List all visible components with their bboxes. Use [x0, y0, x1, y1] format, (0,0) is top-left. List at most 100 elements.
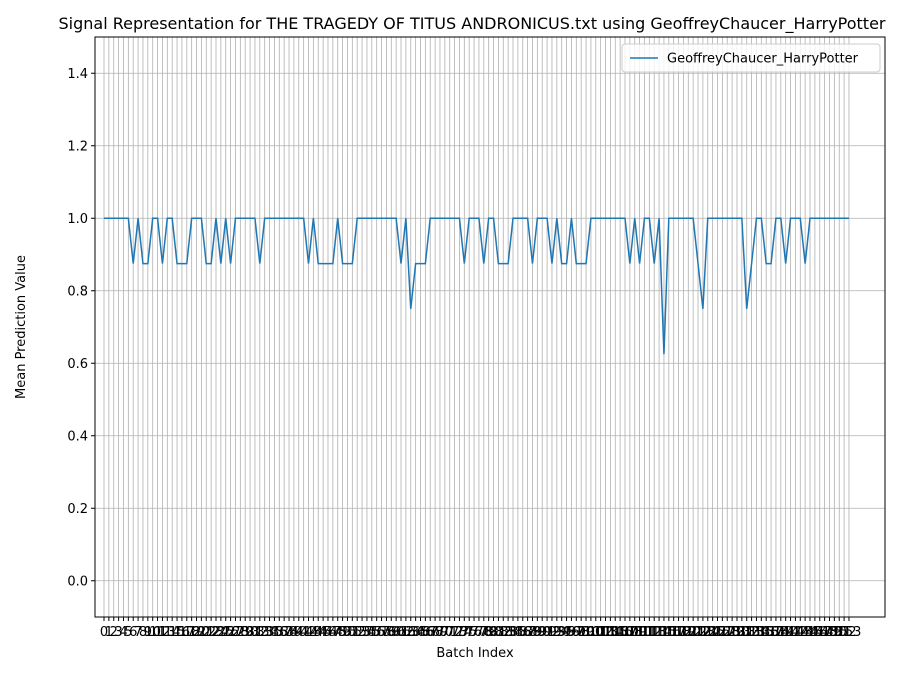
x-tick-label: 35	[266, 625, 283, 640]
plot-frame	[94, 36, 886, 618]
x-tick-label: 77	[471, 625, 488, 640]
x-tick-label: 121	[681, 625, 706, 640]
x-tick-label: 29	[237, 625, 254, 640]
x-tick-label: 141	[778, 625, 803, 640]
x-tick-label: 116	[656, 625, 681, 640]
x-tick-label: 7	[134, 625, 142, 640]
x-tick-label: 82	[495, 625, 512, 640]
x-tick-label: 105	[603, 625, 628, 640]
x-tick-label: 127	[710, 625, 735, 640]
y-tick-label: 1.4	[67, 67, 88, 82]
x-tick-label: 66	[417, 625, 434, 640]
x-tick-label: 123	[690, 625, 715, 640]
x-tick-label: 59	[383, 625, 400, 640]
x-tick-label: 108	[617, 625, 642, 640]
x-tick-label: 44	[310, 625, 327, 640]
x-tick-label: 45	[315, 625, 332, 640]
x-tick-label: 18	[183, 625, 200, 640]
x-tick-label: 70	[437, 625, 454, 640]
y-tick-label: 0.2	[67, 502, 88, 517]
x-tick-label: 20	[193, 625, 210, 640]
x-tick-label: 151	[827, 625, 852, 640]
x-tick-label: 30	[242, 625, 259, 640]
x-tick-label: 150	[822, 625, 847, 640]
x-tick-label: 90	[534, 625, 551, 640]
x-tick-label: 118	[666, 625, 691, 640]
x-tick-label: 69	[432, 625, 449, 640]
x-tick-label: 15	[169, 625, 186, 640]
x-tick-label: 103	[593, 625, 618, 640]
x-tick-label: 61	[393, 625, 410, 640]
x-tick-label: 111	[632, 625, 657, 640]
x-tick-label: 2	[110, 625, 118, 640]
x-tick-label: 51	[344, 625, 361, 640]
x-tick-label: 58	[378, 625, 395, 640]
x-tick-label: 125	[700, 625, 725, 640]
x-tick-label: 130	[725, 625, 750, 640]
x-tick-label: 96	[563, 625, 580, 640]
x-tick-label: 112	[637, 625, 662, 640]
x-tick-label: 16	[174, 625, 191, 640]
x-tick-label: 75	[461, 625, 478, 640]
y-tick-label: 0.8	[67, 284, 88, 299]
x-tick-label: 48	[329, 625, 346, 640]
x-tick-label: 83	[500, 625, 517, 640]
x-tick-label: 143	[788, 625, 813, 640]
x-tick-label: 119	[671, 625, 696, 640]
x-tick-label: 24	[213, 625, 230, 640]
x-tick-label: 93	[549, 625, 566, 640]
x-tick-label: 56	[368, 625, 385, 640]
x-tick-label: 60	[388, 625, 405, 640]
x-tick-label: 28	[232, 625, 249, 640]
x-tick-label: 37	[276, 625, 293, 640]
x-tick-label: 67	[422, 625, 439, 640]
x-tick-label: 9	[144, 625, 152, 640]
x-tick-label: 109	[622, 625, 647, 640]
x-tick-label: 147	[807, 625, 832, 640]
x-tick-label: 144	[793, 625, 818, 640]
x-axis-label: Batch Index	[436, 646, 514, 661]
x-tick-label: 136	[754, 625, 779, 640]
x-tick-label: 81	[490, 625, 507, 640]
x-tick-label: 122	[686, 625, 711, 640]
x-tick-label: 40	[290, 625, 307, 640]
x-tick-label: 92	[544, 625, 561, 640]
y-tick-label: 0.0	[67, 574, 88, 589]
x-tick-label: 62	[398, 625, 415, 640]
x-tick-label: 39	[286, 625, 303, 640]
x-tick-label: 91	[539, 625, 556, 640]
x-tick-label: 104	[598, 625, 623, 640]
x-tick-label: 106	[608, 625, 633, 640]
x-tick-label: 8	[139, 625, 147, 640]
x-tick-label: 80	[485, 625, 502, 640]
x-tick-label: 38	[281, 625, 298, 640]
x-tick-label: 72	[446, 625, 463, 640]
x-tick-label: 55	[364, 625, 381, 640]
x-tick-label: 78	[476, 625, 493, 640]
x-tick-label: 5	[124, 625, 132, 640]
x-tick-label: 3	[114, 625, 122, 640]
x-tick-label: 89	[529, 625, 546, 640]
x-tick-label: 97	[568, 625, 585, 640]
x-tick-label: 146	[802, 625, 827, 640]
x-tick-label: 94	[553, 625, 570, 640]
x-tick-label: 110	[627, 625, 652, 640]
x-tick-label: 71	[441, 625, 458, 640]
x-tick-label: 0	[100, 625, 108, 640]
x-tick-label: 126	[705, 625, 730, 640]
x-tick-label: 31	[247, 625, 264, 640]
x-tick-label: 33	[256, 625, 273, 640]
x-tick-label: 52	[349, 625, 366, 640]
x-tick-label: 25	[217, 625, 234, 640]
y-tick-label: 1.0	[67, 212, 88, 227]
y-tick-label: 0.4	[67, 429, 88, 444]
x-tick-label: 145	[798, 625, 823, 640]
x-tick-label: 1	[105, 625, 113, 640]
x-tick-label: 149	[817, 625, 842, 640]
x-tick-label: 140	[773, 625, 798, 640]
x-tick-label: 4	[119, 625, 127, 640]
x-tick-label: 139	[768, 625, 793, 640]
x-tick-label: 17	[179, 625, 196, 640]
x-tick-label: 27	[227, 625, 244, 640]
